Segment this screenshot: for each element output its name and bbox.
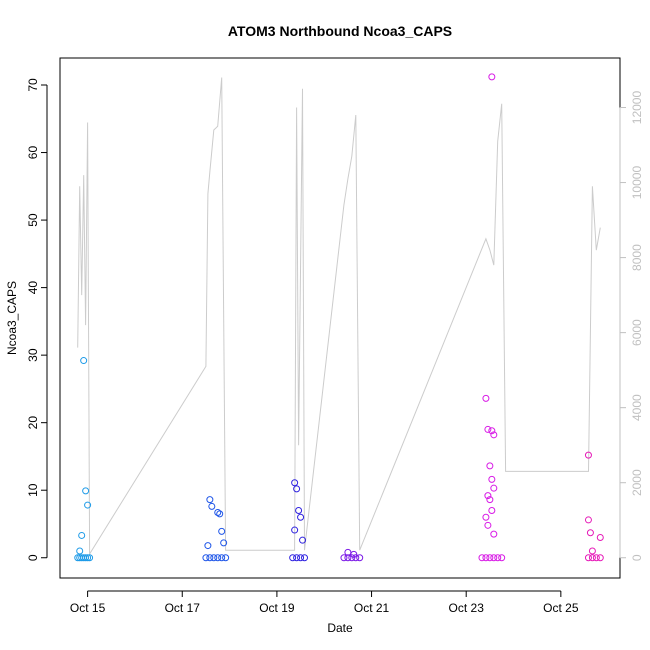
data-point	[584, 451, 592, 459]
data-point	[208, 502, 216, 510]
data-point	[484, 492, 492, 500]
data-point	[490, 431, 498, 439]
data-point	[82, 554, 90, 562]
data-point	[78, 531, 86, 539]
data-point	[484, 425, 492, 433]
data-point	[293, 485, 301, 493]
data-point	[291, 479, 299, 487]
data-point	[596, 554, 604, 562]
data-point	[206, 496, 214, 504]
data-point	[490, 554, 498, 562]
y2-tick-label: 0	[630, 554, 644, 561]
data-point	[86, 554, 94, 562]
data-point	[348, 554, 356, 562]
data-point	[490, 530, 498, 538]
data-point	[291, 526, 299, 534]
data-point	[586, 529, 594, 537]
data-point	[498, 554, 506, 562]
data-point	[295, 506, 303, 514]
y-axis-label: Ncoa3_CAPS	[5, 281, 19, 355]
data-point	[588, 554, 596, 562]
data-point	[299, 536, 307, 544]
x-tick-label: Oct 15	[70, 601, 106, 615]
data-point	[301, 554, 309, 562]
y-axis-left: 0 10 20 30 40 50 60 70	[26, 78, 48, 561]
data-point	[482, 554, 490, 562]
data-point	[486, 462, 494, 470]
y2-tick-label: 2000	[630, 469, 644, 496]
y-tick-label: 70	[26, 78, 40, 92]
data-point	[482, 513, 490, 521]
y2-tick-label: 6000	[630, 319, 644, 346]
data-point	[478, 554, 486, 562]
right-axis-series	[77, 77, 601, 556]
y2-tick-label: 10000	[630, 166, 644, 200]
y2-tick-label: 4000	[630, 394, 644, 421]
data-point	[82, 487, 90, 495]
data-point	[204, 542, 212, 550]
data-point	[214, 508, 222, 516]
series-line	[77, 77, 601, 556]
y-tick-label: 20	[26, 416, 40, 430]
data-point	[218, 554, 226, 562]
data-point	[584, 554, 592, 562]
y-tick-label: 0	[26, 554, 40, 561]
y-tick-label: 50	[26, 213, 40, 227]
data-point	[592, 554, 600, 562]
data-point	[488, 427, 496, 435]
data-point	[210, 554, 218, 562]
x-axis-label: Date	[327, 621, 353, 635]
data-point	[76, 547, 84, 555]
data-point	[214, 554, 222, 562]
data-point	[584, 516, 592, 524]
data-point	[482, 394, 490, 402]
data-point	[297, 554, 305, 562]
data-point	[486, 496, 494, 504]
data-point	[350, 550, 358, 558]
x-tick-label: Oct 17	[165, 601, 201, 615]
y-tick-label: 60	[26, 146, 40, 160]
x-tick-label: Oct 21	[354, 601, 390, 615]
data-point	[216, 510, 224, 518]
data-point	[84, 554, 92, 562]
x-tick-label: Oct 25	[543, 601, 579, 615]
data-point	[84, 501, 92, 509]
data-point	[494, 554, 502, 562]
data-point	[220, 539, 228, 547]
x-tick-label: Oct 19	[259, 601, 295, 615]
data-point	[206, 554, 214, 562]
data-point	[484, 521, 492, 529]
y-tick-label: 40	[26, 281, 40, 295]
y2-tick-label: 8000	[630, 244, 644, 271]
data-point	[352, 554, 360, 562]
y-axis-right: 0 2000 4000 6000 8000 10000 12000	[619, 91, 644, 561]
data-point	[588, 547, 596, 555]
data-point	[80, 357, 88, 365]
data-point	[488, 506, 496, 514]
data-point	[490, 484, 498, 492]
data-point	[297, 513, 305, 521]
y2-tick-label: 12000	[630, 91, 644, 125]
data-point	[596, 533, 604, 541]
plot-frame	[59, 57, 621, 579]
data-point	[488, 73, 496, 81]
data-point	[293, 554, 301, 562]
x-tick-label: Oct 23	[449, 601, 485, 615]
data-point	[222, 554, 230, 562]
data-point	[344, 548, 352, 556]
y-tick-label: 30	[26, 348, 40, 362]
data-point	[488, 475, 496, 483]
chart-title: ATOM3 Northbound Ncoa3_CAPS	[228, 23, 452, 39]
data-point	[218, 527, 226, 535]
y-tick-label: 10	[26, 483, 40, 497]
data-point	[344, 554, 352, 562]
data-point	[486, 554, 494, 562]
x-axis: Oct 15 Oct 17 Oct 19 Oct 21 Oct 23 Oct 25	[70, 590, 579, 615]
data-point	[340, 554, 348, 562]
left-axis-points	[74, 73, 604, 562]
data-point	[356, 554, 364, 562]
data-point	[289, 554, 297, 562]
data-point	[202, 554, 210, 562]
